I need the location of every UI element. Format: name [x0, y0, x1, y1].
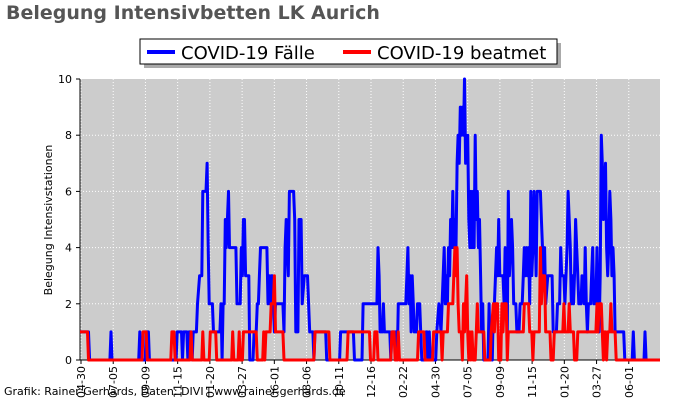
x-tick-label: 04-30	[429, 366, 442, 398]
legend-label-beatmet: COVID-19 beatmet	[377, 43, 546, 64]
y-axis-label: Belegung Intensivstationen	[42, 145, 55, 296]
x-tick-label: 11-15	[526, 366, 539, 398]
x-tick-label: 01-20	[558, 366, 571, 398]
x-tick-label: 10-11	[333, 366, 346, 398]
plot-area	[80, 79, 660, 360]
x-tick-label: 09-09	[494, 366, 507, 398]
y-axis-ticks: 0 2 4 6 8 10	[58, 73, 81, 367]
x-tick-label: 09-09	[139, 366, 152, 398]
x-tick-label: 11-15	[172, 366, 185, 398]
x-tick-label: 12-16	[365, 366, 378, 398]
y-tick-label: 10	[58, 73, 72, 86]
credit-text: Grafik: Rainer Gerhards, Daten: DIVI | w…	[4, 385, 346, 398]
y-tick-label: 0	[65, 354, 72, 367]
x-tick-label: 08-06	[301, 366, 314, 398]
y-tick-label: 8	[65, 129, 72, 142]
x-tick-label: 01-20	[204, 366, 217, 398]
chart-title: Belegung Intensivbetten LK Aurich	[6, 2, 380, 24]
x-tick-label: 07-05	[107, 366, 120, 398]
x-tick-label: 06-01	[623, 366, 636, 398]
series-line-faelle	[80, 77, 660, 362]
y-tick-label: 2	[65, 298, 72, 311]
series-lines	[80, 77, 660, 362]
x-tick-label: 07-05	[462, 366, 475, 398]
y-tick-label: 6	[65, 185, 72, 198]
legend-label-faelle: COVID-19 Fälle	[181, 43, 315, 64]
x-tick-label: 02-22	[397, 366, 410, 398]
x-tick-label: 04-30	[75, 366, 88, 398]
series-line-beatmet	[80, 246, 660, 362]
legend: COVID-19 Fälle COVID-19 beatmet	[139, 38, 561, 68]
x-tick-label: 03-27	[236, 366, 249, 398]
x-tick-label: 06-01	[268, 366, 281, 398]
x-tick-label: 03-27	[591, 366, 604, 398]
y-tick-label: 4	[65, 242, 72, 255]
